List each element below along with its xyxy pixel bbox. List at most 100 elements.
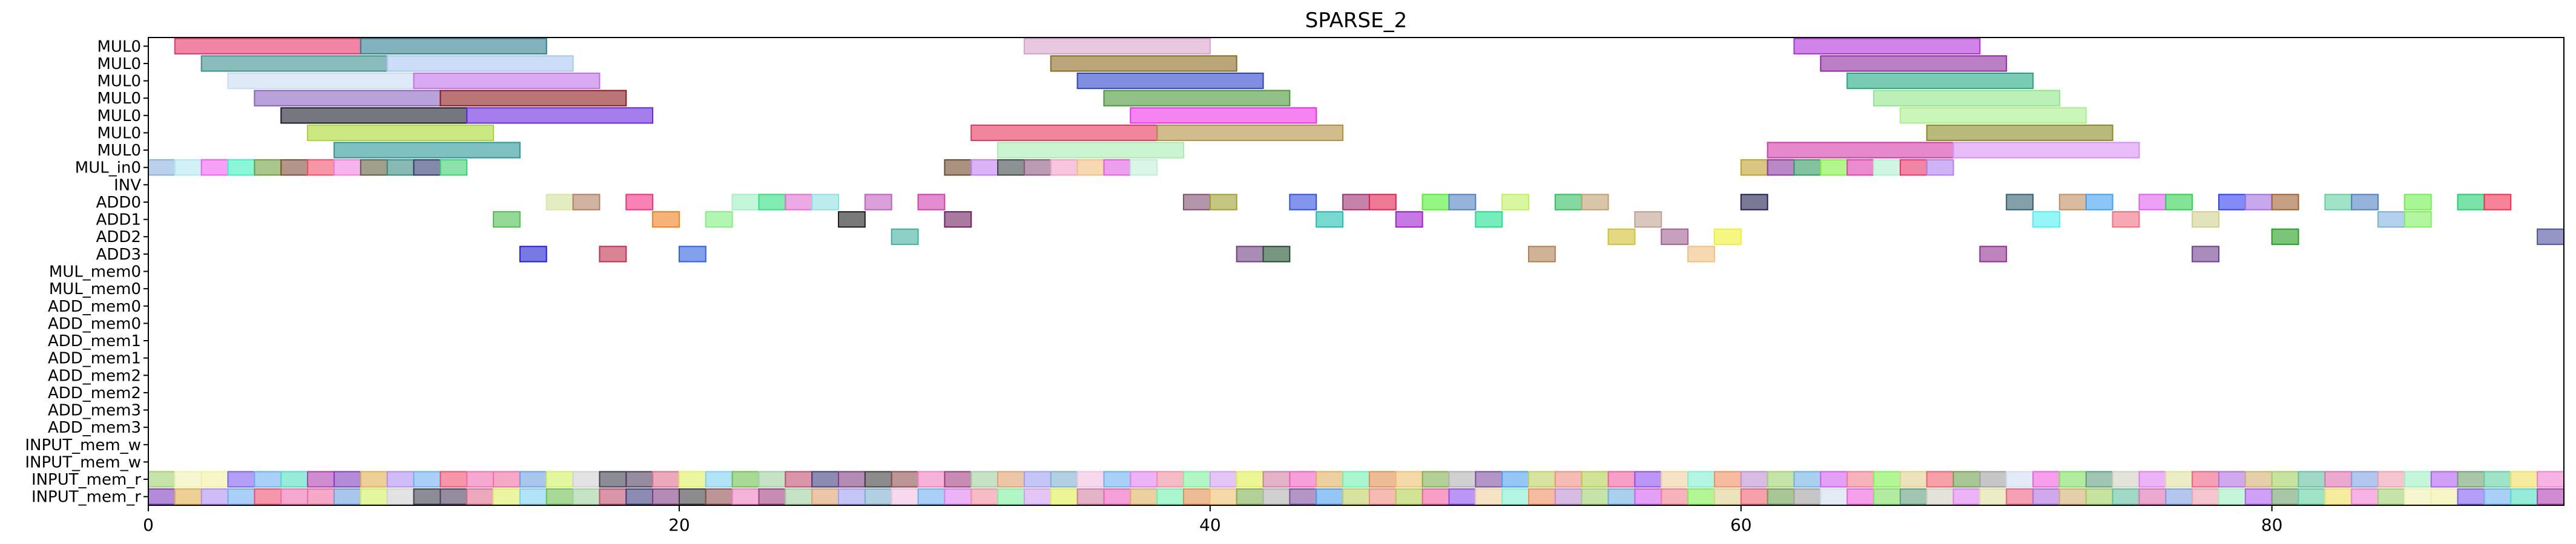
- input-mem-r-bar: [519, 488, 547, 505]
- task-bar: [572, 194, 601, 211]
- y-tick-label: ADD_mem3: [48, 402, 141, 420]
- task-bar: [1023, 159, 1052, 176]
- input-mem-r-bar: [1236, 471, 1264, 488]
- plot-frame: [148, 37, 2564, 506]
- input-mem-r-bar: [970, 488, 999, 505]
- task-bar: [2165, 194, 2193, 211]
- input-mem-r-bar: [1209, 471, 1237, 488]
- task-bar: [440, 90, 627, 107]
- input-mem-r-bar: [572, 471, 601, 488]
- input-mem-r-bar: [2351, 471, 2379, 488]
- input-mem-r-bar: [2377, 488, 2405, 505]
- input-mem-r-bar: [2032, 488, 2060, 505]
- task-bars: [148, 38, 2564, 505]
- input-mem-r-bar: [200, 488, 229, 505]
- input-mem-r-bar: [1209, 488, 1237, 505]
- task-bar: [386, 55, 574, 72]
- y-tick-label: ADD_mem1: [48, 332, 141, 350]
- input-mem-r-bar: [1767, 471, 1795, 488]
- task-bar: [2244, 194, 2273, 211]
- input-mem-r-bar: [1740, 471, 1768, 488]
- y-tick-label: INPUT_mem_w: [25, 436, 141, 454]
- task-bar: [200, 55, 388, 72]
- task-bar: [360, 159, 388, 176]
- task-bar: [1076, 159, 1105, 176]
- task-bar: [2032, 211, 2060, 228]
- input-mem-r-bar: [227, 488, 255, 505]
- task-bar: [2218, 194, 2246, 211]
- task-bar: [148, 159, 176, 176]
- y-tick-label: ADD3: [96, 246, 141, 264]
- y-tick-label: MUL0: [97, 55, 142, 73]
- task-bar: [1846, 159, 1874, 176]
- task-bar: [2377, 211, 2405, 228]
- task-bar: [1713, 228, 1742, 245]
- task-bar: [731, 194, 760, 211]
- input-mem-r-bar: [280, 471, 309, 488]
- input-mem-r-bar: [2192, 488, 2219, 505]
- input-mem-r-bar: [1634, 488, 1662, 505]
- task-bar: [997, 159, 1025, 176]
- input-mem-r-bar: [2006, 488, 2034, 505]
- input-mem-r-bar: [2483, 488, 2512, 505]
- input-mem-r-bar: [1475, 488, 1503, 505]
- task-bar: [1846, 72, 2034, 90]
- input-mem-r-bar: [360, 471, 388, 488]
- task-bar: [2483, 194, 2512, 211]
- y-tick-label: ADD1: [96, 211, 141, 229]
- task-bar: [1475, 211, 1503, 228]
- input-mem-r-bar: [2324, 471, 2353, 488]
- input-mem-r-bar: [466, 471, 495, 488]
- input-mem-r-bar: [1316, 471, 1344, 488]
- input-mem-r-bar: [1581, 471, 1609, 488]
- task-bar: [254, 90, 441, 107]
- task-bar: [970, 124, 1158, 142]
- input-mem-r-bar: [997, 471, 1025, 488]
- task-bar: [2271, 194, 2299, 211]
- y-tick-label: MUL0: [97, 142, 142, 160]
- x-axis-ticks: 0 20 40 60 80: [143, 505, 2283, 535]
- input-mem-r-bar: [254, 488, 282, 505]
- input-mem-r-bar: [2006, 471, 2034, 488]
- task-bar: [1050, 55, 1237, 72]
- input-mem-r-bar: [519, 471, 547, 488]
- x-tick-label: 20: [668, 515, 690, 535]
- input-mem-r-bar: [705, 471, 733, 488]
- task-bar: [1501, 194, 1529, 211]
- input-mem-r-bar: [891, 488, 919, 505]
- task-bar: [705, 211, 733, 228]
- task-bar: [1554, 194, 1583, 211]
- input-mem-r-bar: [1793, 488, 1822, 505]
- task-bar: [652, 211, 680, 228]
- input-mem-r-bar: [307, 471, 335, 488]
- input-mem-r-bar: [280, 488, 309, 505]
- task-bar: [227, 72, 415, 90]
- task-bar: [1103, 159, 1132, 176]
- task-bar: [1740, 159, 1768, 176]
- input-mem-r-bar: [917, 488, 946, 505]
- input-mem-r-bar: [1634, 471, 1662, 488]
- input-mem-r-bar: [625, 488, 654, 505]
- task-bar: [413, 159, 441, 176]
- input-mem-r-bar: [1687, 488, 1715, 505]
- input-mem-r-bar: [2271, 488, 2299, 505]
- input-mem-r-bar: [2271, 471, 2299, 488]
- task-bar: [2537, 228, 2564, 245]
- input-mem-r-bar: [1289, 488, 1317, 505]
- input-mem-r-bar: [1130, 488, 1158, 505]
- task-bar: [1023, 38, 1211, 54]
- input-mem-r-bar: [1289, 471, 1317, 488]
- input-mem-r-bar: [1050, 488, 1078, 505]
- input-mem-r-bar: [360, 488, 388, 505]
- task-bar: [2085, 194, 2113, 211]
- input-mem-r-bar: [811, 471, 839, 488]
- task-bar: [2271, 228, 2299, 245]
- task-bar: [1793, 38, 1981, 54]
- task-bar: [200, 159, 229, 176]
- input-mem-r-bar: [758, 471, 786, 488]
- input-mem-r-bar: [2218, 471, 2246, 488]
- task-bar: [280, 159, 309, 176]
- task-bar: [785, 194, 813, 211]
- input-mem-r-bar: [1554, 488, 1583, 505]
- task-bar: [280, 107, 468, 124]
